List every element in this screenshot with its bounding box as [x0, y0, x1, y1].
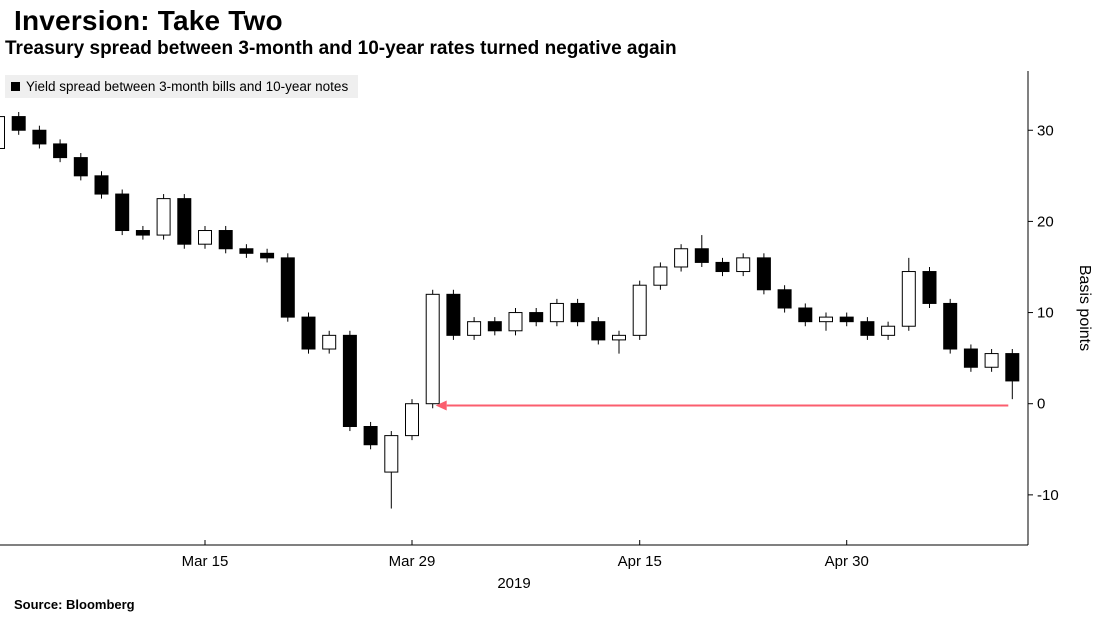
candle-body-down [694, 248, 709, 263]
candle-body-up [819, 316, 833, 323]
legend-label: Yield spread between 3-month bills and 1… [26, 78, 349, 94]
chart-subtitle: Treasury spread between 3-month and 10-y… [5, 38, 677, 60]
candle-body-up [405, 403, 419, 437]
y-axis-ticks: -10 0 10 20 30 [1028, 122, 1059, 504]
y-tick-label: 10 [1037, 305, 1054, 322]
candle-body-down [570, 302, 585, 323]
candle-body-down [922, 271, 937, 304]
candle-body-down [963, 348, 978, 368]
candle-body-down [239, 248, 254, 254]
legend-marker-swatch [11, 81, 20, 91]
candle-body-up [384, 435, 399, 473]
candle-body-down [839, 316, 854, 323]
y-tick-label: -10 [1037, 487, 1059, 504]
candle-body-down [1005, 353, 1020, 382]
candle-body-up [508, 312, 523, 332]
candle-body-up [612, 334, 626, 341]
x-axis-ticks: Mar 15 Mar 29 Apr 15 Apr 30 [182, 539, 869, 570]
candle-body-down [260, 252, 275, 259]
candle-body-up [736, 257, 751, 273]
y-tick-label: 30 [1037, 122, 1054, 139]
candle-body-down [53, 143, 68, 159]
candle-body-down [756, 257, 771, 291]
candle-body-down [591, 321, 606, 341]
candle-body-down [11, 116, 26, 131]
annotation-arrow-head [435, 400, 447, 411]
candle-body-down [135, 230, 150, 236]
candle-body-up [549, 302, 564, 323]
candle-body-down [777, 289, 792, 309]
candles [0, 112, 1020, 509]
candlestick-chart: -10 0 10 20 30 Mar 15 Mar 29 Apr 15 Apr 30 2019 Ba… [0, 70, 1093, 592]
candle-body-down [487, 321, 502, 332]
candle-body-up [984, 353, 999, 368]
candle-body-up [425, 293, 440, 405]
chart-area: -10 0 10 20 30 Mar 15 Mar 29 Apr 15 Apr 30 2019 Ba… [0, 63, 1100, 595]
candle-body-down [446, 293, 461, 336]
candle-body-up [467, 321, 482, 336]
y-tick-label: 20 [1037, 213, 1054, 230]
candle-body-up [653, 266, 668, 286]
candle-body-up [322, 334, 337, 350]
candle-body-down [280, 257, 295, 318]
candle-body-up [881, 325, 896, 336]
candle-body-up [674, 248, 689, 268]
candle-body-down [73, 157, 88, 177]
candle-body-down [94, 175, 109, 195]
candle-body-up [632, 284, 647, 336]
y-tick-label: 0 [1037, 396, 1045, 413]
candle-body-down [715, 261, 730, 273]
y-axis-title: Basis points [1076, 265, 1093, 351]
candle-body-up [198, 230, 212, 245]
chart-legend: Yield spread between 3-month bills and 1… [5, 74, 359, 98]
candle-body-down [32, 129, 47, 145]
x-tick-label: Mar 15 [182, 553, 229, 570]
candle-body-down [860, 321, 875, 336]
candle-body-down [342, 334, 357, 427]
x-axis-year-label: 2019 [497, 575, 530, 592]
candle-body-down [363, 425, 378, 446]
candle-body-up [901, 271, 916, 327]
x-tick-label: Apr 15 [618, 553, 662, 570]
candle-body-up [0, 116, 5, 149]
candle-body-down [218, 230, 233, 250]
x-tick-label: Mar 29 [389, 553, 436, 570]
source-credit: Source: Bloomberg [14, 596, 135, 612]
candle-body-down [115, 193, 130, 232]
x-tick-label: Apr 30 [825, 553, 869, 570]
candle-body-down [177, 198, 192, 245]
chart-title: Inversion: Take Two [14, 5, 283, 36]
candle-body-down [529, 312, 544, 323]
candle-body-down [798, 307, 813, 323]
candle-body-down [301, 316, 316, 350]
candle-body-down [943, 302, 958, 350]
candle-body-up [156, 198, 171, 236]
